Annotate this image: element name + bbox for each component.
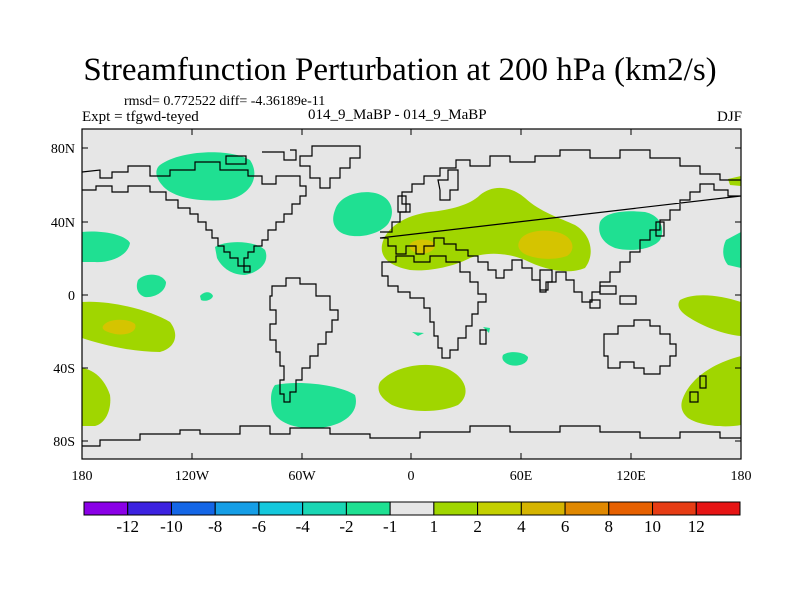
colorbar-swatch xyxy=(214,501,260,516)
coastline-madagascar xyxy=(479,329,487,345)
colorbar-swatch xyxy=(389,501,435,516)
stats-text: rmsd= 0.772522 diff= -4.36189e-11 xyxy=(124,94,326,109)
x-tick-label: 180 xyxy=(731,469,752,484)
colorbar-label: -1 xyxy=(383,517,397,536)
coastline-north-america xyxy=(82,161,307,273)
coastline-australia xyxy=(603,319,677,375)
colorbar-swatch xyxy=(695,501,741,516)
y-tick-label: 40S xyxy=(53,362,75,377)
coastline-new-zealand xyxy=(689,375,707,403)
x-tick-label: 120W xyxy=(175,469,210,484)
colorbar-swatch xyxy=(608,501,654,516)
colorbar-swatch xyxy=(258,501,304,516)
colorbar-label: 12 xyxy=(688,517,705,536)
contour-neg-central-pacific xyxy=(136,274,166,298)
colorbar-label: 2 xyxy=(473,517,482,536)
coastline-se-asia-islands xyxy=(589,285,637,309)
contour-pos-east-pacific-south xyxy=(678,295,741,336)
experiment-label: Expt = tfgwd-teyed xyxy=(82,109,199,125)
y-tick-label: 40N xyxy=(51,216,75,231)
x-tick-label: 60W xyxy=(288,469,316,484)
contour-neg-west-pacific xyxy=(82,231,130,263)
contour-neg-small-2 xyxy=(412,332,424,336)
contour-neg-small-1 xyxy=(200,292,213,301)
colorbar-swatch xyxy=(170,501,216,516)
x-tick-label: 180 xyxy=(72,469,93,484)
contour-neg-south-atlantic xyxy=(271,383,356,429)
x-tick-label: 60E xyxy=(510,469,533,484)
coastlines xyxy=(82,145,741,447)
contour-neg-east-pacific xyxy=(723,232,741,268)
y-tick-label: 80N xyxy=(51,142,75,157)
figure-title: Streamfunction Perturbation at 200 hPa (… xyxy=(83,52,717,88)
colorbar-swatch xyxy=(83,501,129,516)
colorbar-label: -4 xyxy=(296,517,311,536)
contour-pos2-eurasia-core xyxy=(518,230,573,259)
colorbar: -12 -10 -8 -6 -4 -2 -1 1 2 4 6 8 10 12 xyxy=(83,501,741,536)
runs-label: 014_9_MaBP - 014_9_MaBP xyxy=(308,107,487,123)
colorbar-swatch xyxy=(127,501,172,516)
colorbar-label: 1 xyxy=(430,517,439,536)
contour-pos-southeast-pacific xyxy=(681,356,741,427)
contour-neg-east-asia xyxy=(599,211,663,250)
x-tick-label: 0 xyxy=(408,469,415,484)
colorbar-label: 4 xyxy=(517,517,526,536)
contour-pos-south-atlantic-east xyxy=(378,364,466,411)
colorbar-label: 6 xyxy=(561,517,570,536)
colorbar-label: -10 xyxy=(160,517,183,536)
coastline-africa xyxy=(381,255,487,359)
colorbar-swatch xyxy=(564,501,610,516)
contour-neg-indian xyxy=(502,352,528,366)
colorbar-swatch xyxy=(652,501,697,516)
coastline-south-america xyxy=(269,277,339,403)
colorbar-label: -12 xyxy=(116,517,139,536)
contour-pos2-pacific-core xyxy=(102,319,136,335)
colorbar-label: 10 xyxy=(644,517,661,536)
contour-pos-southern-west xyxy=(82,368,111,426)
contour-pos-arctic-east xyxy=(728,176,741,186)
colorbar-swatch xyxy=(302,501,347,516)
y-tick-label: 0 xyxy=(68,289,75,304)
contour-neg-atlantic xyxy=(333,192,392,237)
colorbar-label: -8 xyxy=(208,517,222,536)
coastline-arctic-islands xyxy=(225,149,297,165)
coastline-japan xyxy=(655,221,665,237)
coastline-scandinavia xyxy=(437,169,459,201)
colorbar-swatch xyxy=(345,501,391,516)
axis-ticks xyxy=(81,129,742,459)
season-label: DJF xyxy=(716,109,742,125)
y-tick-label: 80S xyxy=(53,435,75,450)
colorbar-swatch xyxy=(477,501,522,516)
coastline-greenland xyxy=(299,145,361,189)
coastline-antarctica xyxy=(82,425,741,447)
colorbar-swatch xyxy=(433,501,479,516)
colorbar-swatch xyxy=(520,501,566,516)
coastline-uk xyxy=(397,195,407,213)
colorbar-label: -6 xyxy=(252,517,266,536)
coastline-india xyxy=(539,269,553,293)
colorbar-label: -2 xyxy=(339,517,353,536)
x-tick-label: 120E xyxy=(616,469,646,484)
colorbar-label: 8 xyxy=(605,517,614,536)
